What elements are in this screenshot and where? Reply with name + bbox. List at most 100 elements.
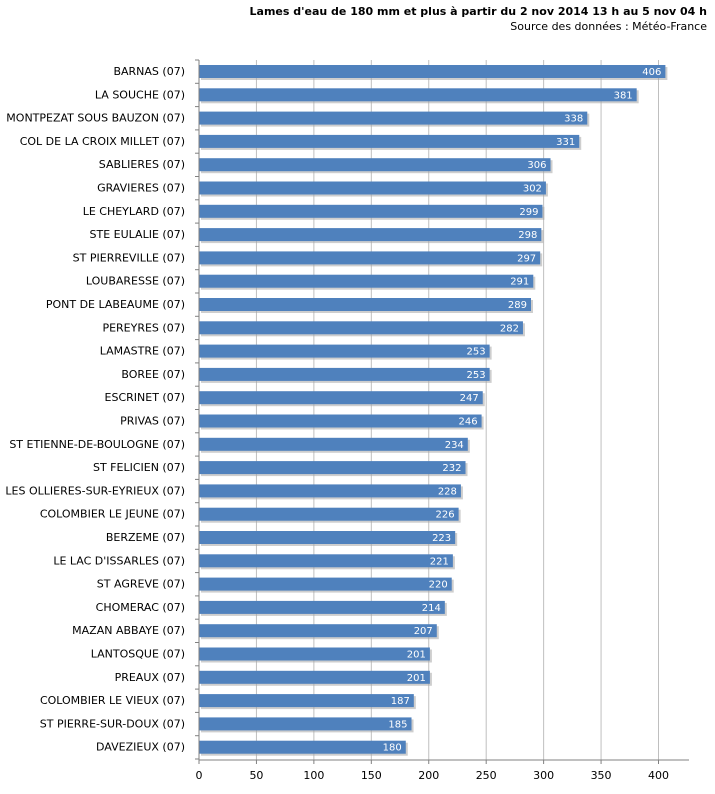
data-label: 228 bbox=[438, 486, 457, 497]
bar bbox=[199, 158, 551, 172]
bar bbox=[199, 251, 541, 265]
category-label: PONT DE LABEAUME (07) bbox=[46, 298, 185, 311]
category-label: COLOMBIER LE JEUNE (07) bbox=[40, 508, 185, 521]
category-label: GRAVIERES (07) bbox=[97, 182, 185, 195]
x-tick-label: 50 bbox=[249, 769, 263, 782]
bar bbox=[199, 717, 412, 731]
bar bbox=[199, 204, 543, 218]
bar bbox=[199, 414, 482, 428]
data-label: 221 bbox=[430, 556, 449, 567]
data-label: 246 bbox=[458, 417, 477, 428]
data-label: 247 bbox=[460, 393, 479, 404]
data-label: 298 bbox=[518, 230, 537, 241]
data-label: 253 bbox=[467, 370, 486, 381]
bar bbox=[199, 670, 430, 684]
data-label: 291 bbox=[510, 277, 529, 288]
bar bbox=[199, 484, 461, 498]
data-label: 381 bbox=[614, 90, 633, 101]
data-label: 187 bbox=[391, 696, 410, 707]
category-label: BARNAS (07) bbox=[113, 65, 185, 78]
category-label: MONTPEZAT SOUS BAUZON (07) bbox=[6, 112, 185, 125]
category-label: ST AGREVE (07) bbox=[97, 578, 185, 591]
bar bbox=[199, 344, 490, 358]
category-label: STE EULALIE (07) bbox=[90, 228, 185, 241]
x-tick-label: 400 bbox=[648, 769, 669, 782]
category-label: COL DE LA CROIX MILLET (07) bbox=[20, 135, 185, 148]
data-label: 302 bbox=[523, 184, 542, 195]
category-label: LA SOUCHE (07) bbox=[95, 88, 185, 101]
bar bbox=[199, 181, 546, 195]
category-label: CHOMERAC (07) bbox=[96, 601, 185, 614]
bar bbox=[199, 134, 580, 148]
category-label: ESCRINET (07) bbox=[105, 391, 185, 404]
data-label: 338 bbox=[564, 114, 583, 125]
bar bbox=[199, 228, 542, 242]
data-label: 297 bbox=[517, 253, 536, 264]
data-label: 220 bbox=[429, 580, 448, 591]
data-label: 306 bbox=[527, 160, 546, 171]
data-label: 226 bbox=[436, 510, 455, 521]
category-label: PREAUX (07) bbox=[115, 671, 185, 684]
x-tick-label: 300 bbox=[533, 769, 554, 782]
bar bbox=[199, 321, 523, 335]
bar bbox=[199, 367, 490, 381]
category-label: BERZEME (07) bbox=[106, 531, 185, 544]
category-label: SABLIERES (07) bbox=[99, 158, 185, 171]
category-label: BOREE (07) bbox=[121, 368, 185, 381]
bar bbox=[199, 274, 534, 288]
chart-subtitle: Source des données : Météo-France bbox=[510, 20, 707, 33]
bar bbox=[199, 507, 459, 521]
category-label: ST ETIENNE-DE-BOULOGNE (07) bbox=[9, 438, 185, 451]
data-label: 185 bbox=[388, 719, 407, 730]
data-label: 289 bbox=[508, 300, 527, 311]
category-label: LOUBARESSE (07) bbox=[86, 275, 185, 288]
x-tick-label: 100 bbox=[303, 769, 324, 782]
data-label: 331 bbox=[556, 137, 575, 148]
category-label: MAZAN ABBAYE (07) bbox=[72, 624, 185, 637]
category-label: COLOMBIER LE VIEUX (07) bbox=[40, 694, 185, 707]
data-label: 253 bbox=[467, 347, 486, 358]
data-label: 201 bbox=[407, 673, 426, 684]
category-label: PEREYRES (07) bbox=[102, 321, 185, 334]
category-label: ST PIERREVILLE (07) bbox=[73, 251, 185, 264]
category-label: LES OLLIERES-SUR-EYRIEUX (07) bbox=[5, 484, 185, 497]
bar bbox=[199, 111, 588, 125]
data-label: 223 bbox=[432, 533, 451, 544]
category-label: DAVEZIEUX (07) bbox=[96, 741, 185, 754]
bar bbox=[199, 531, 456, 544]
bar bbox=[199, 65, 666, 78]
x-tick-label: 350 bbox=[591, 769, 612, 782]
bar bbox=[199, 600, 445, 614]
bar bbox=[199, 298, 531, 311]
data-label: 214 bbox=[422, 603, 441, 614]
category-label: LE LAC D'ISSARLES (07) bbox=[53, 554, 185, 567]
chart-title: Lames d'eau de 180 mm et plus à partir d… bbox=[249, 5, 707, 18]
bar bbox=[199, 740, 406, 754]
data-label: 207 bbox=[414, 626, 433, 637]
category-label: LAMASTRE (07) bbox=[100, 345, 185, 358]
bar bbox=[199, 624, 437, 638]
bar bbox=[199, 694, 414, 708]
bar bbox=[199, 461, 466, 475]
data-label: 282 bbox=[500, 323, 519, 334]
bar bbox=[199, 554, 453, 568]
data-label: 299 bbox=[519, 207, 538, 218]
data-label: 180 bbox=[383, 743, 402, 754]
data-label: 201 bbox=[407, 650, 426, 661]
data-label: 232 bbox=[442, 463, 461, 474]
x-tick-label: 200 bbox=[418, 769, 439, 782]
category-label: LANTOSQUE (07) bbox=[91, 648, 185, 661]
bar bbox=[199, 577, 452, 591]
category-label: ST FELICIEN (07) bbox=[93, 461, 185, 474]
x-tick-label: 250 bbox=[476, 769, 497, 782]
category-label: ST PIERRE-SUR-DOUX (07) bbox=[40, 717, 185, 730]
data-label: 406 bbox=[642, 67, 661, 78]
data-label: 234 bbox=[445, 440, 464, 451]
bar bbox=[199, 391, 483, 405]
x-tick-label: 0 bbox=[196, 769, 203, 782]
chart-title-block: Lames d'eau de 180 mm et plus à partir d… bbox=[250, 4, 707, 34]
category-label: LE CHEYLARD (07) bbox=[83, 205, 185, 218]
bar bbox=[199, 647, 430, 661]
bar bbox=[199, 88, 637, 102]
